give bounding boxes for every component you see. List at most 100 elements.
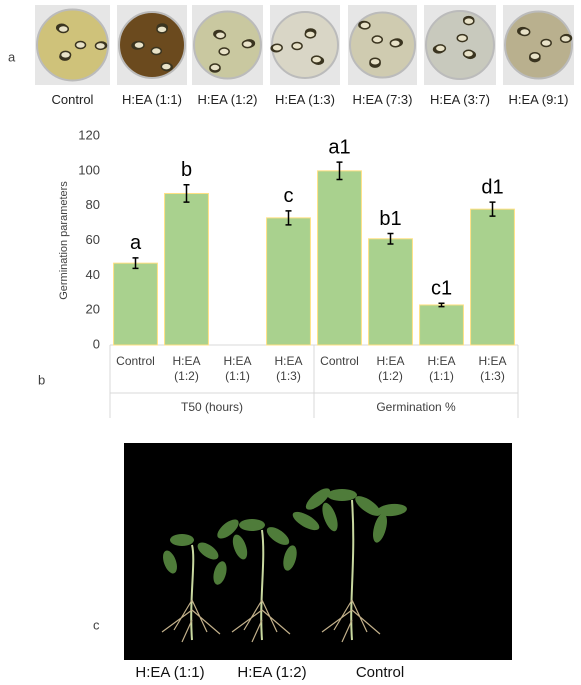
x-tick-label: H:EA (1:3) [274,354,303,383]
panel-letter: a [8,49,16,64]
error-bar [489,201,496,217]
leaf [197,542,219,560]
leaf [283,545,297,571]
significance-letter: c [284,185,294,207]
seed [310,55,323,64]
roots [161,599,221,643]
panel-letter: b [38,372,45,387]
seed [434,44,447,53]
error-bar [387,232,394,245]
bar [164,192,209,346]
seed [241,39,254,49]
bar [317,170,362,346]
leaf [355,496,381,516]
y-tick-label: 100 [78,162,100,177]
x-tick-label: Control [116,354,155,368]
roots [321,599,381,643]
significance-letter: b [181,159,192,181]
plant-label: Control [356,664,404,681]
seed [57,24,70,34]
y-tick-label: 40 [86,267,100,282]
error-bar [132,257,139,270]
seed [518,27,531,37]
petri-dish [193,10,262,80]
leaf [213,561,227,585]
x-tick-label: Control [320,354,359,368]
significance-letter: a1 [328,136,350,158]
x-tick-label: H:EA (1:1) [427,354,456,383]
photo-label: H:EA (1:1) [122,92,182,107]
panel-letter: c [93,617,100,632]
leaf [322,502,338,532]
leaf [232,534,248,560]
photo-label: H:EA (1:3) [275,92,335,107]
seed [133,40,145,50]
significance-letter: d1 [481,176,503,198]
leaf [163,550,177,574]
leaf [239,519,265,531]
petri-dish [504,10,573,80]
seed [456,33,469,43]
seed [74,40,87,50]
photo-label: H:EA (7:3) [352,92,413,107]
seed [160,62,173,71]
petri-dish [425,10,495,80]
y-tick-label: 60 [86,232,100,247]
petri-dish [118,11,186,79]
seed [94,41,107,51]
photo-label: H:EA (9:1) [508,92,569,107]
photo-background [124,443,512,660]
y-tick-label: 0 [93,336,100,351]
bar [368,238,413,346]
bar [470,208,515,346]
bar [113,262,158,346]
stem [350,499,355,641]
seed [559,34,572,44]
seed [304,30,317,39]
y-tick-label: 20 [86,302,100,317]
stem [260,529,265,641]
significance-letter: c1 [431,277,452,299]
photo-label: H:EA (1:2) [197,92,258,107]
seed [156,25,168,34]
group-label: T50 (hours) [181,400,243,414]
error-bar [336,161,343,181]
significance-letter: b1 [379,208,401,230]
seed [359,21,371,30]
x-tick-label: H:EA (1:3) [478,354,507,383]
photo-label: H:EA (3:7) [430,92,490,107]
leaf [266,527,290,545]
petri-dish [36,8,109,82]
petri-dish [271,11,339,79]
stem [190,544,195,641]
leaf [305,488,331,510]
leaf [373,513,387,543]
leaf [377,503,407,517]
error-bar [285,210,292,226]
leaf [170,534,194,546]
error-bar [183,184,190,203]
leaf [292,511,320,531]
significance-letter: a [130,232,142,254]
group-label: Germination % [376,400,456,414]
leaf [217,519,239,539]
x-tick-label: H:EA (1:1) [223,354,252,383]
x-tick-label: H:EA (1:2) [172,354,201,383]
seed [218,47,230,56]
seed [150,46,163,56]
error-bar [438,302,445,308]
seed [209,63,221,72]
seed [540,38,552,48]
plant-label: H:EA (1:1) [135,664,204,681]
bar [266,217,311,346]
seed [271,43,283,52]
seed [462,49,475,59]
seed [529,51,541,61]
photo-label: Control [51,92,94,107]
seed [389,39,402,48]
plant-label: H:EA (1:2) [237,664,306,681]
y-tick-label: 120 [78,127,100,142]
seed [371,35,384,44]
